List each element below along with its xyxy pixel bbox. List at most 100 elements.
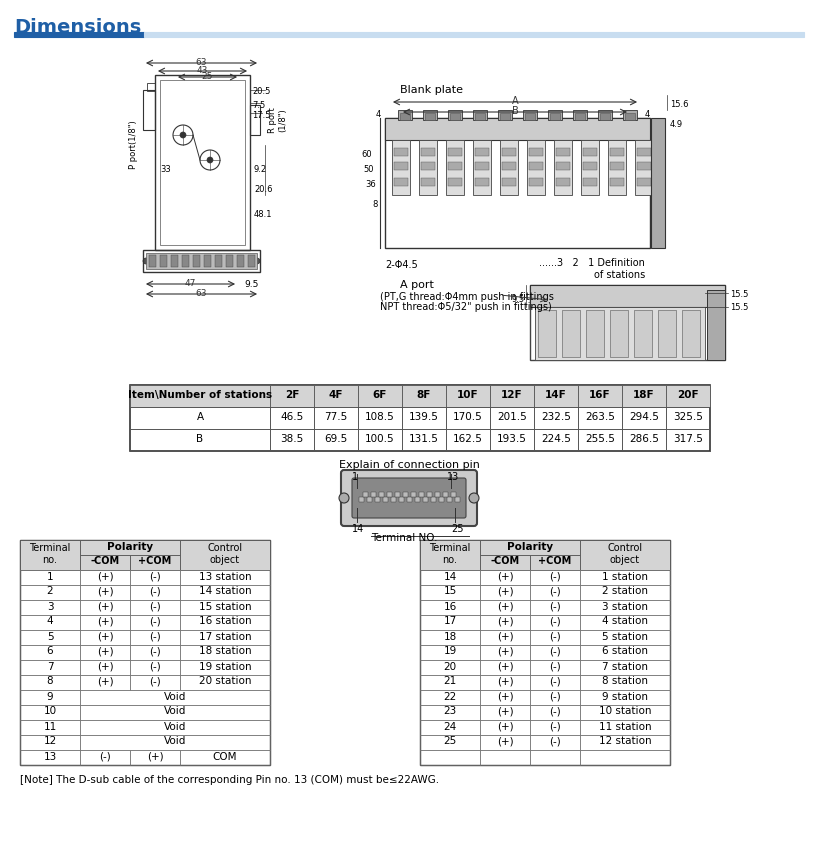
Text: (PT,G thread:Φ4mm push in fittings: (PT,G thread:Φ4mm push in fittings <box>380 292 554 302</box>
Bar <box>580 585 670 600</box>
Text: (+): (+) <box>97 587 114 596</box>
Bar <box>20 735 80 750</box>
Text: P port(1/8"): P port(1/8") <box>128 121 137 169</box>
Bar <box>538 310 556 357</box>
Text: 10 station: 10 station <box>599 707 651 716</box>
Bar <box>580 570 670 585</box>
Circle shape <box>254 258 260 264</box>
Bar <box>455 497 460 502</box>
Text: 317.5: 317.5 <box>673 434 703 444</box>
Bar <box>480 645 530 660</box>
Bar <box>420 690 480 705</box>
Text: 3 station: 3 station <box>602 601 648 612</box>
Bar <box>20 585 80 600</box>
Text: 286.5: 286.5 <box>629 434 659 444</box>
Bar <box>270 429 314 451</box>
Bar <box>226 255 233 267</box>
Bar <box>529 148 543 156</box>
Text: (-): (-) <box>549 601 561 612</box>
Bar <box>446 429 490 451</box>
Bar <box>530 285 725 307</box>
Bar <box>20 630 80 645</box>
Bar <box>530 570 580 585</box>
Text: 25: 25 <box>451 524 464 534</box>
Circle shape <box>561 288 577 304</box>
Bar <box>580 645 670 660</box>
Bar <box>180 600 270 615</box>
Text: Terminal NO.: Terminal NO. <box>371 533 438 543</box>
Bar <box>530 630 580 645</box>
Bar <box>155 75 250 250</box>
Bar <box>480 750 530 765</box>
Bar <box>419 492 424 497</box>
Bar <box>394 162 408 170</box>
Bar <box>666 385 710 407</box>
Circle shape <box>657 288 673 304</box>
Bar <box>480 600 530 615</box>
Text: 48.1: 48.1 <box>254 210 272 219</box>
Bar <box>80 660 130 675</box>
Text: 263.5: 263.5 <box>585 412 615 422</box>
Text: 193.5: 193.5 <box>497 434 527 444</box>
Text: 4.9: 4.9 <box>670 120 683 129</box>
Bar <box>578 385 622 407</box>
Text: 47: 47 <box>185 279 196 288</box>
Bar <box>180 645 270 660</box>
Bar <box>20 540 270 765</box>
Bar <box>180 630 270 645</box>
Text: 232.5: 232.5 <box>541 412 571 422</box>
Text: 13 station: 13 station <box>199 571 251 581</box>
Bar <box>20 615 80 630</box>
Bar <box>475 113 485 120</box>
Bar <box>358 429 402 451</box>
Bar <box>534 407 578 429</box>
Text: +COM: +COM <box>538 556 572 567</box>
Bar <box>480 615 530 630</box>
Text: 15.6: 15.6 <box>670 100 689 109</box>
Text: (-): (-) <box>549 632 561 641</box>
Bar <box>130 385 270 407</box>
Text: Void: Void <box>164 707 187 716</box>
Text: 69.5: 69.5 <box>325 434 348 444</box>
Text: -COM: -COM <box>491 556 519 567</box>
Bar <box>446 407 490 429</box>
Bar <box>80 630 130 645</box>
Bar <box>580 675 670 690</box>
Bar <box>480 720 530 735</box>
Bar <box>420 735 480 750</box>
Bar <box>420 540 670 765</box>
Circle shape <box>537 288 553 304</box>
Bar <box>402 407 446 429</box>
Text: 224.5: 224.5 <box>541 434 571 444</box>
Text: 12F: 12F <box>501 390 523 400</box>
Text: (+): (+) <box>97 677 114 687</box>
Bar <box>600 113 610 120</box>
Bar <box>359 497 364 502</box>
Bar <box>80 645 130 660</box>
Text: A: A <box>196 412 204 422</box>
Text: 2-Φ4.5: 2-Φ4.5 <box>385 260 418 270</box>
Text: 60: 60 <box>362 150 372 159</box>
Bar <box>420 750 480 765</box>
Bar <box>80 600 130 615</box>
Bar <box>314 407 358 429</box>
Text: 63: 63 <box>196 58 207 67</box>
Bar <box>180 615 270 630</box>
Text: 43: 43 <box>197 66 209 75</box>
Bar <box>573 110 587 120</box>
Bar <box>182 255 189 267</box>
Bar <box>666 429 710 451</box>
Bar <box>490 429 534 451</box>
Text: 21: 21 <box>443 677 456 687</box>
Bar <box>580 660 670 675</box>
Text: 6 station: 6 station <box>602 646 648 657</box>
Bar <box>610 162 624 170</box>
Text: 46.5: 46.5 <box>281 412 303 422</box>
Text: 4F: 4F <box>329 390 344 400</box>
Text: Dimensions: Dimensions <box>14 18 142 37</box>
Bar <box>480 540 580 555</box>
Bar <box>180 570 270 585</box>
Bar <box>443 492 448 497</box>
FancyBboxPatch shape <box>352 478 466 518</box>
Text: 5 station: 5 station <box>602 632 648 641</box>
